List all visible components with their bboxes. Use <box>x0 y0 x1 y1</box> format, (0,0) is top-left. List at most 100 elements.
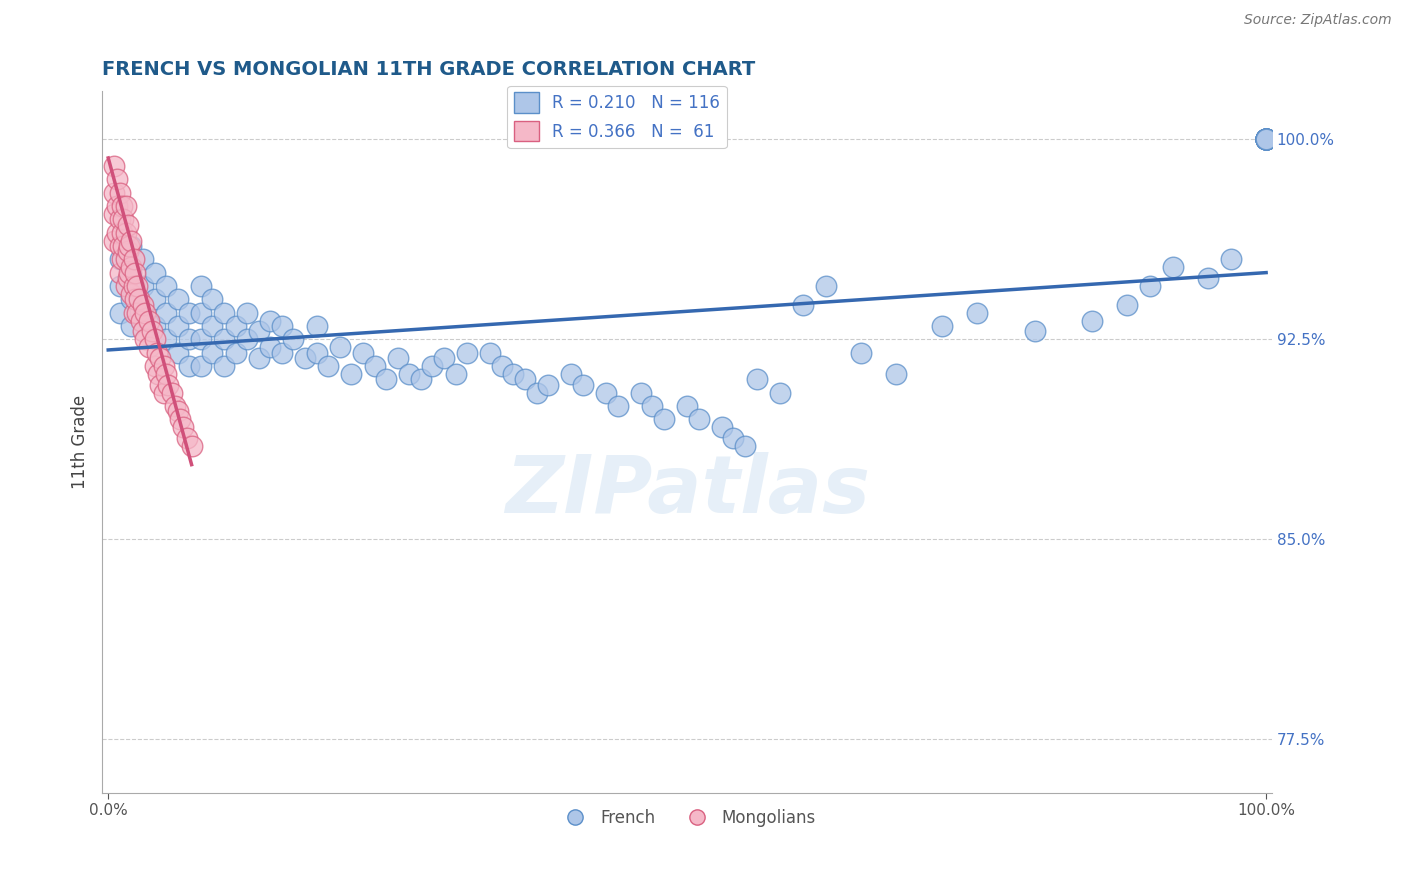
Point <box>1256 132 1278 146</box>
Point <box>108 252 131 267</box>
Point <box>190 332 212 346</box>
Point <box>769 385 792 400</box>
Point <box>1139 279 1161 293</box>
Point <box>118 239 141 253</box>
Point <box>132 324 155 338</box>
Point <box>931 318 953 333</box>
Point <box>114 252 136 267</box>
Point <box>138 313 160 327</box>
Point <box>190 279 212 293</box>
Point <box>114 279 136 293</box>
Point <box>201 318 224 333</box>
Point <box>513 372 536 386</box>
Point <box>120 287 142 301</box>
Text: Source: ZipAtlas.com: Source: ZipAtlas.com <box>1244 13 1392 28</box>
Point <box>112 212 135 227</box>
Point <box>375 372 398 386</box>
Point <box>1256 132 1278 146</box>
Point <box>1256 132 1278 146</box>
Point <box>122 279 145 293</box>
Point <box>1256 132 1278 146</box>
Point <box>1220 252 1243 267</box>
Point <box>155 367 177 381</box>
Point <box>710 420 733 434</box>
Point <box>120 260 142 275</box>
Point <box>107 226 129 240</box>
Point <box>236 332 259 346</box>
Point <box>329 340 352 354</box>
Point <box>155 305 177 319</box>
Point <box>122 305 145 319</box>
Point <box>271 318 294 333</box>
Point <box>1163 260 1185 275</box>
Point <box>120 234 142 248</box>
Point <box>595 385 617 400</box>
Point <box>283 332 305 346</box>
Point <box>153 385 176 400</box>
Point <box>153 359 176 373</box>
Point <box>141 324 163 338</box>
Point <box>630 385 652 400</box>
Point <box>114 199 136 213</box>
Point <box>143 332 166 346</box>
Point <box>108 279 131 293</box>
Point <box>433 351 456 365</box>
Point <box>1256 132 1278 146</box>
Text: ZIPatlas: ZIPatlas <box>505 452 870 530</box>
Point <box>688 412 710 426</box>
Point <box>526 385 548 400</box>
Point <box>120 239 142 253</box>
Point <box>111 252 134 267</box>
Point <box>138 340 160 354</box>
Point <box>294 351 316 365</box>
Point <box>180 439 202 453</box>
Point <box>352 345 374 359</box>
Point <box>120 266 142 280</box>
Point <box>120 293 142 307</box>
Point <box>1256 132 1278 146</box>
Point <box>201 345 224 359</box>
Point <box>676 399 699 413</box>
Point <box>129 313 152 327</box>
Point <box>201 293 224 307</box>
Point <box>134 332 156 346</box>
Point <box>236 305 259 319</box>
Point <box>225 318 247 333</box>
Point <box>117 244 139 259</box>
Point <box>1256 132 1278 146</box>
Point <box>641 399 664 413</box>
Point <box>132 252 155 267</box>
Point <box>444 367 467 381</box>
Point <box>305 318 328 333</box>
Point <box>259 313 281 327</box>
Point <box>884 367 907 381</box>
Point <box>160 385 183 400</box>
Point <box>146 367 169 381</box>
Point <box>157 377 180 392</box>
Point <box>169 412 191 426</box>
Point <box>179 305 201 319</box>
Point <box>479 345 502 359</box>
Point <box>120 318 142 333</box>
Point <box>398 367 420 381</box>
Point <box>1256 132 1278 146</box>
Point <box>117 218 139 232</box>
Point <box>132 279 155 293</box>
Point <box>316 359 339 373</box>
Point <box>179 359 201 373</box>
Point <box>1256 132 1278 146</box>
Point <box>143 293 166 307</box>
Point <box>1024 324 1046 338</box>
Point <box>225 345 247 359</box>
Point <box>1256 132 1278 146</box>
Point <box>166 404 188 418</box>
Point <box>103 234 125 248</box>
Point <box>1256 132 1278 146</box>
Point <box>212 359 235 373</box>
Point <box>537 377 560 392</box>
Point <box>1256 132 1278 146</box>
Point <box>166 293 188 307</box>
Point <box>1256 132 1278 146</box>
Point <box>143 266 166 280</box>
Point <box>212 332 235 346</box>
